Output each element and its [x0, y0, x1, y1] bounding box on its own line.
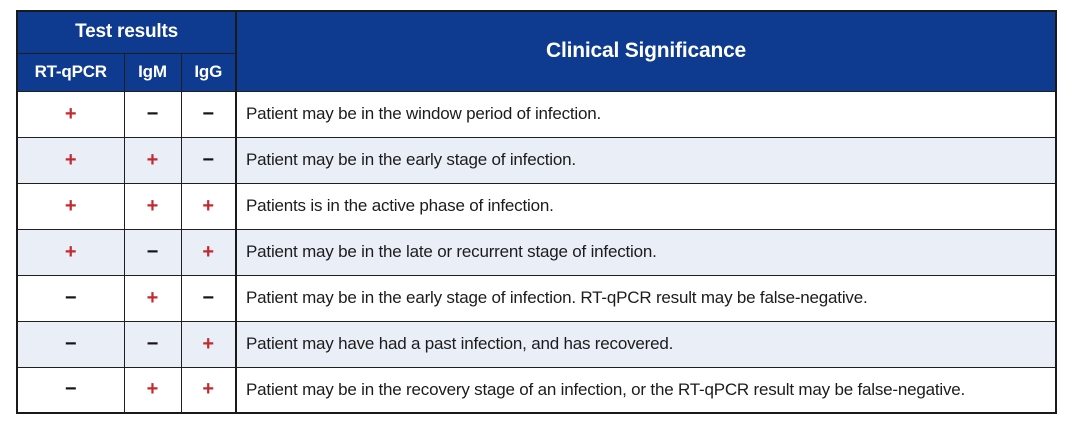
result-sign: − — [16, 274, 125, 322]
significance-cell: Patient may be in the early stage of inf… — [235, 136, 1057, 184]
result-sign: + — [16, 90, 125, 138]
result-sign: + — [16, 228, 125, 276]
table-row: + − + Patient may be in the late or recu… — [16, 228, 1057, 276]
table-row: − + + Patient may be in the recovery sta… — [16, 366, 1057, 414]
result-sign: + — [180, 320, 238, 368]
result-sign: + — [180, 182, 238, 230]
table-row: + + − Patient may be in the early stage … — [16, 136, 1057, 184]
result-sign: − — [180, 274, 238, 322]
result-sign: − — [123, 90, 182, 138]
column-header-rtqpcr: RT-qPCR — [16, 52, 125, 92]
table-row: + + + Patients is in the active phase of… — [16, 182, 1057, 230]
result-sign: − — [180, 90, 238, 138]
results-significance-table: Test results Clinical Significance RT-qP… — [16, 10, 1057, 414]
result-sign: + — [123, 366, 182, 414]
result-sign: − — [123, 228, 182, 276]
table-row: − + − Patient may be in the early stage … — [16, 274, 1057, 322]
result-sign: + — [180, 228, 238, 276]
table-row: + − − Patient may be in the window perio… — [16, 90, 1057, 138]
significance-cell: Patient may be in the window period of i… — [235, 90, 1057, 138]
result-sign: + — [16, 136, 125, 184]
significance-cell: Patient may be in the early stage of inf… — [235, 274, 1057, 322]
result-sign: − — [16, 366, 125, 414]
result-sign: − — [180, 136, 238, 184]
table-row: − − + Patient may have had a past infect… — [16, 320, 1057, 368]
significance-cell: Patient may be in the late or recurrent … — [235, 228, 1057, 276]
significance-cell: Patients is in the active phase of infec… — [235, 182, 1057, 230]
result-sign: + — [16, 182, 125, 230]
significance-cell: Patient may be in the recovery stage of … — [235, 366, 1057, 414]
result-sign: + — [123, 136, 182, 184]
column-header-igg: IgG — [180, 52, 238, 92]
column-header-igm: IgM — [123, 52, 182, 92]
significance-cell: Patient may have had a past infection, a… — [235, 320, 1057, 368]
clinical-significance-header: Clinical Significance — [235, 10, 1057, 92]
result-sign: + — [123, 182, 182, 230]
result-sign: + — [123, 274, 182, 322]
result-sign: + — [180, 366, 238, 414]
test-results-header: Test results — [16, 10, 238, 54]
result-sign: − — [16, 320, 125, 368]
result-sign: − — [123, 320, 182, 368]
test-results-table: Test results Clinical Significance RT-qP… — [16, 10, 1057, 414]
